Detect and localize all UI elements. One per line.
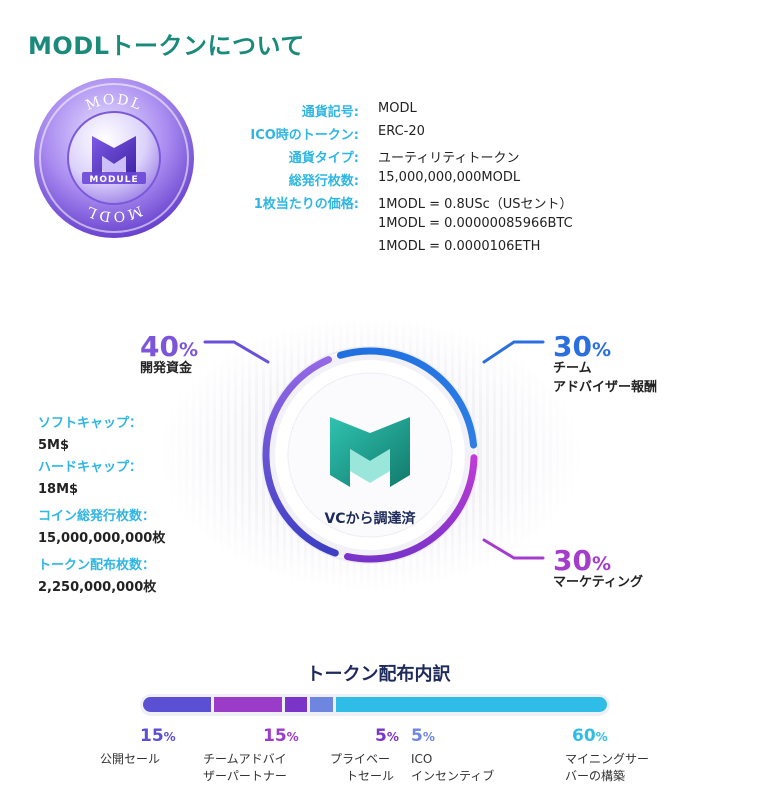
distributed-tokens-label: トークン配布枚数：: [38, 558, 156, 573]
distribution-percent-sign: %: [595, 730, 608, 744]
distribution-label: ICO インセンティブ: [411, 751, 494, 785]
distribution-percent-sign: %: [163, 730, 176, 744]
distribution-label-line: トセール: [346, 769, 395, 783]
soft-cap-value: 5M$: [38, 438, 70, 453]
info-label: 通貨タイプ:: [288, 151, 359, 166]
distribution-label-line: ICO: [411, 752, 433, 766]
segment-team-advisors: 30% チーム アドバイザー報酬: [553, 330, 658, 395]
allocation-donut-chart: VCから調達済: [261, 346, 479, 564]
distribution-percent: 15%: [263, 726, 299, 746]
distribution-bar-segment: [335, 697, 607, 712]
info-value: ユーティリティトークン: [378, 151, 520, 166]
distribution-percent: 5%: [411, 726, 435, 746]
donut-segment-team: [336, 347, 478, 449]
page-title: MODLトークンについて: [28, 32, 305, 60]
svg-text:MODL: MODL: [83, 202, 144, 224]
total-supply-value: 15,000,000,000枚: [38, 531, 166, 546]
distribution-label: チームアドバイ ザーパートナー: [203, 751, 287, 785]
distribution-label-line: インセンティブ: [411, 769, 495, 783]
distribution-bar-segment: [143, 697, 211, 712]
info-value: MODL: [378, 101, 417, 116]
info-value: ERC-20: [378, 124, 425, 139]
segment-dev-funds: 40% 開発資金: [140, 330, 199, 376]
donut-segment-marketing: [343, 454, 478, 563]
svg-text:MODULE: MODULE: [89, 175, 138, 185]
distribution-label-line: チームアドバイ: [203, 752, 287, 766]
soft-cap-label: ソフトキャップ：: [38, 416, 143, 431]
team-label-line2: アドバイザー報酬: [553, 380, 658, 395]
distribution-title: トークン配布内訳: [306, 664, 451, 685]
distribution-label: 公開セール: [100, 751, 160, 768]
info-label: 通貨記号:: [301, 105, 359, 120]
distribution-percent: 15%: [140, 726, 176, 746]
distribution-percent-value: 60: [572, 726, 596, 746]
marketing-label: マーケティング: [553, 575, 643, 590]
distribution-percent-value: 5: [375, 726, 387, 746]
distribution-percent-sign: %: [286, 730, 299, 744]
marketing-percent: 30: [553, 544, 592, 577]
distribution-label: マイニングサー バーの構築: [565, 751, 649, 785]
distributed-tokens-value: 2,250,000,000枚: [38, 580, 157, 595]
info-label: 総発行枚数:: [288, 174, 359, 189]
distribution-percent-value: 15: [263, 726, 287, 746]
dev-funds-label: 開発資金: [140, 361, 193, 376]
info-value: 1MODL = 0.8USc（USセント）: [378, 197, 573, 212]
distribution-percent-value: 15: [140, 726, 164, 746]
distribution-percent-sign: %: [386, 730, 399, 744]
team-label-line1: チーム: [553, 361, 592, 376]
distribution-bar-segment: [284, 697, 308, 712]
hard-cap-label: ハードキャップ：: [38, 460, 143, 475]
segment-marketing: 30% マーケティング: [553, 544, 643, 590]
distribution-label-line: ザーパートナー: [203, 769, 287, 783]
distribution-label: プライベートセール: [330, 751, 394, 785]
distribution-label-line: マイニングサー: [565, 752, 650, 766]
hard-cap-value: 18M$: [38, 482, 79, 497]
distribution-label-line: バーの構築: [565, 769, 626, 783]
distribution-bar-segment: [310, 697, 333, 712]
svg-text:MODL: MODL: [84, 92, 145, 114]
total-supply-label: コイン総発行枚数：: [38, 509, 156, 524]
dev-funds-percent: 40: [140, 330, 179, 363]
info-label: ICO時のトークン:: [250, 128, 359, 143]
info-value: 1MODL = 0.0000106ETH: [378, 239, 541, 254]
donut-segment-dev-funds: [262, 356, 339, 557]
distribution-percent: 5%: [375, 726, 399, 746]
team-percent: 30: [553, 330, 592, 363]
distribution-percent-value: 5: [411, 726, 423, 746]
info-value: 15,000,000,000MODL: [378, 170, 521, 185]
modl-m-logo-center: [330, 417, 410, 487]
sale-stats: ソフトキャップ： 5M$ ハードキャップ： 18M$ コイン総発行枚数： 15,…: [38, 413, 165, 599]
distribution-bar-segment: [213, 697, 282, 712]
distribution-percent-sign: %: [422, 730, 435, 744]
modl-coin-logo: MODL MODL MODULE: [34, 78, 194, 238]
distribution-label-line: 公開セール: [100, 752, 161, 766]
info-label: 1枚当たりの価格:: [253, 197, 359, 212]
distribution-label-line: プライベー: [330, 752, 391, 766]
distribution-percent: 60%: [572, 726, 608, 746]
info-value: 1MODL = 0.00000085966BTC: [378, 216, 573, 231]
donut-center-label: VCから調達済: [324, 510, 416, 527]
